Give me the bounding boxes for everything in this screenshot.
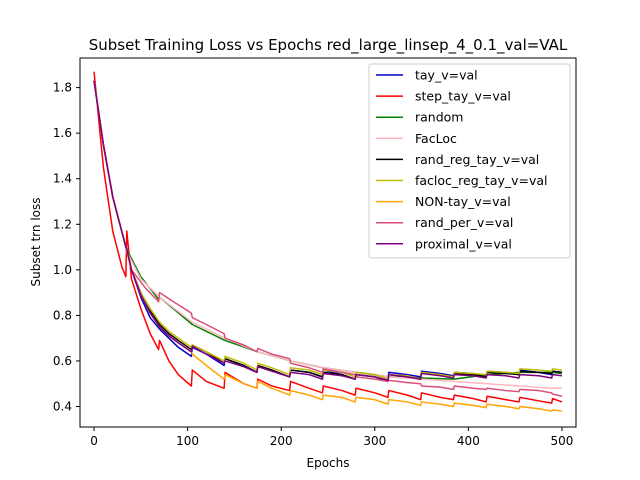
y-tick-label: 0.8 (53, 308, 72, 322)
x-tick-label: 300 (363, 434, 386, 448)
x-tick-label: 0 (90, 434, 98, 448)
y-tick-label: 1.6 (53, 126, 72, 140)
y-tick-label: 1.4 (53, 172, 72, 186)
x-tick-label: 500 (551, 434, 574, 448)
y-tick-label: 1.2 (53, 217, 72, 231)
legend-label: NON-tay_v=val (415, 194, 511, 209)
series-line-8 (93, 80, 563, 382)
legend-label: tay_v=val (415, 68, 478, 83)
y-axis-label: Subset trn loss (29, 197, 43, 286)
y-tick-label: 1.0 (53, 263, 72, 277)
series-line-7 (93, 80, 563, 397)
legend-label: proximal_v=val (415, 236, 512, 251)
y-tick-label: 0.4 (53, 400, 72, 414)
plot-frame (79, 57, 577, 428)
x-tick-label: 100 (176, 434, 199, 448)
x-axis: 0 100 200 300 400 500 (90, 427, 573, 448)
legend-label: random (415, 110, 463, 125)
x-axis-label: Epochs (307, 456, 350, 470)
legend-label: facloc_reg_tay_v=val (415, 173, 548, 188)
series-line-1 (93, 71, 563, 404)
legend-box (368, 63, 571, 259)
legend-label: FacLoc (415, 131, 457, 146)
legend-label: rand_reg_tay_v=val (415, 152, 539, 167)
series-layer (93, 71, 563, 412)
legend-label: rand_per_v=val (415, 215, 513, 230)
x-tick-label: 200 (270, 434, 293, 448)
x-tick-label: 400 (457, 434, 480, 448)
y-tick-label: 1.8 (53, 81, 72, 95)
chart-title: Subset Training Loss vs Epochs red_large… (89, 36, 568, 55)
y-tick-label: 0.6 (53, 354, 72, 368)
legend-label: step_tay_v=val (415, 89, 511, 104)
y-axis: 0.4 0.6 0.8 1.0 1.2 1.4 1.6 1.8 (53, 81, 80, 414)
